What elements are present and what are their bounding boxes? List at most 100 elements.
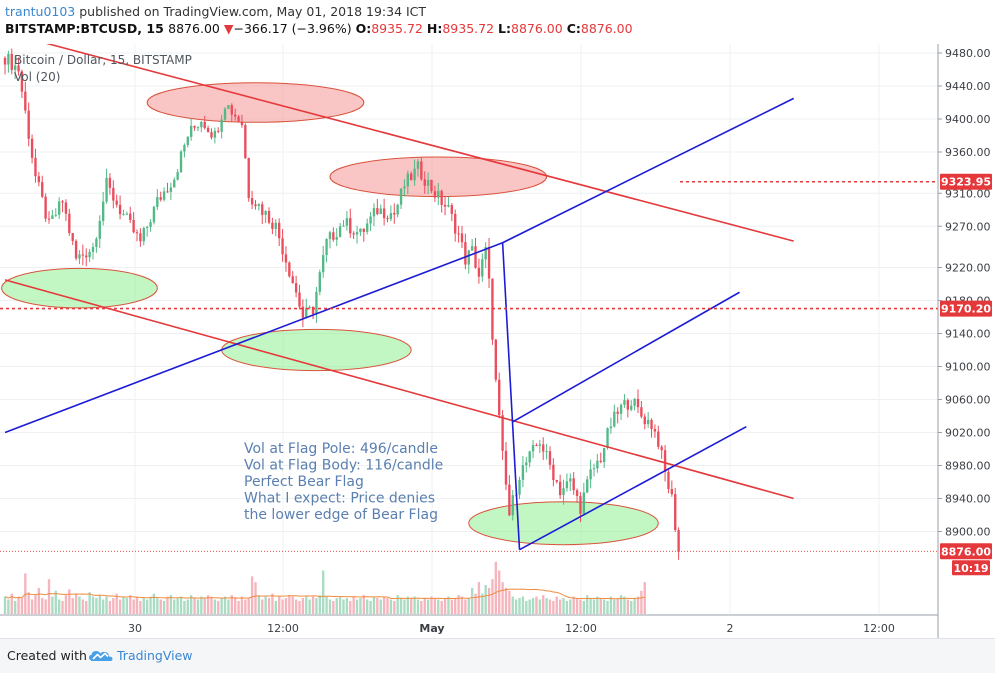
volume-bar <box>609 596 613 614</box>
volume-bar <box>139 600 142 614</box>
volume-bar <box>369 600 372 614</box>
volume-bar <box>616 598 619 614</box>
volume-bar <box>393 600 396 614</box>
volume-bar <box>636 596 640 614</box>
x-tick-label: 12:00 <box>565 622 597 635</box>
candle-body <box>162 191 166 200</box>
price-tag <box>940 543 992 560</box>
volume-bars <box>3 561 646 614</box>
candle-body <box>257 204 261 207</box>
annotation-line: What I expect: Price denies <box>244 491 435 507</box>
candle-body <box>508 484 511 516</box>
candle-body <box>78 254 81 259</box>
candle-body <box>294 283 298 293</box>
candle-body <box>288 262 291 277</box>
volume-bar <box>173 599 176 614</box>
candle-body <box>34 157 37 177</box>
candle-body <box>278 222 281 239</box>
volume-bar <box>487 587 491 614</box>
y-tick-label: 9100.00 <box>945 361 991 374</box>
y-tick-label: 9480.00 <box>945 47 991 60</box>
annotation-line: Perfect Bear Flag <box>244 474 364 490</box>
green-zone-ellipse <box>1 267 158 309</box>
volume-bar <box>220 598 223 614</box>
volume-bar <box>413 596 416 614</box>
volume-bar <box>623 596 626 614</box>
candle-body <box>521 465 525 480</box>
candle-body <box>44 196 47 219</box>
author-link[interactable]: trantu0103 <box>5 4 76 19</box>
candle-body <box>247 158 250 199</box>
volume-bar <box>132 599 135 614</box>
candle-body <box>24 91 27 111</box>
volume-bar <box>118 599 122 614</box>
candle-body <box>349 218 352 234</box>
volume-bar <box>223 596 227 614</box>
y-tick-label: 8900.00 <box>945 526 991 539</box>
candle-body <box>670 489 674 495</box>
candle-body <box>413 168 416 181</box>
candle-body <box>91 246 95 252</box>
candle-body <box>145 226 149 229</box>
volume-bar <box>74 593 78 614</box>
candle-body <box>674 494 677 530</box>
candle-body <box>203 121 206 128</box>
volume-bar <box>240 596 244 614</box>
volume-bar <box>81 599 85 614</box>
candle-body <box>626 400 630 410</box>
candle-body <box>440 190 443 205</box>
candle-body <box>169 187 173 192</box>
candle-body <box>217 130 220 132</box>
volume-bar <box>301 598 305 614</box>
volume-bar <box>267 598 271 614</box>
volume-bar <box>308 599 311 614</box>
volume-bar <box>504 587 508 614</box>
volume-bar <box>230 595 233 614</box>
volume-bar <box>403 599 406 614</box>
candle-body <box>284 254 288 263</box>
volume-bar <box>200 596 203 614</box>
volume-bar <box>101 599 105 614</box>
candle-body <box>548 451 552 465</box>
tradingview-brand-link[interactable]: TradingView <box>117 648 193 663</box>
candle-body <box>653 428 657 432</box>
trendline-flag-lower <box>519 426 747 551</box>
volume-bar <box>596 596 599 614</box>
candle-body <box>112 187 115 201</box>
candle-body <box>355 232 359 235</box>
candle-body <box>467 250 470 265</box>
y-tick-label: 9400.00 <box>945 113 991 126</box>
candle-body <box>338 226 342 237</box>
axes: 8900.00 8940.00 8980.00 9020.00 9060.00 9100.… <box>0 44 992 638</box>
candle-body <box>322 255 325 273</box>
candle-body <box>298 292 301 307</box>
volume-bar <box>7 599 10 614</box>
candle-body <box>342 225 345 227</box>
open-value: 8935.72 <box>371 21 423 36</box>
candle-body <box>220 119 223 132</box>
annotation-line: Vol at Flag Pole: 496/candle <box>244 441 438 457</box>
volume-bar <box>589 598 592 614</box>
candle-body <box>369 216 372 224</box>
candle-body <box>569 478 572 482</box>
trendline-resistance <box>4 31 794 242</box>
candle-body <box>122 214 125 216</box>
volume-bar <box>640 590 643 614</box>
candle-body <box>487 246 491 279</box>
volume-bar <box>125 598 129 614</box>
candle-body <box>108 177 112 188</box>
volume-bar <box>142 598 145 614</box>
volume-bar <box>186 599 189 614</box>
candle-body <box>301 306 305 318</box>
volume-bar <box>426 599 430 614</box>
volume-bar <box>176 598 179 614</box>
volume-bar <box>98 595 101 614</box>
volume-bar <box>34 595 37 614</box>
volume-bar <box>389 599 393 614</box>
volume-legend: Vol (20) <box>14 70 60 84</box>
candle-body <box>359 228 362 233</box>
candle-body <box>227 105 230 109</box>
volume-bar <box>575 598 579 614</box>
candle-body <box>599 460 602 462</box>
